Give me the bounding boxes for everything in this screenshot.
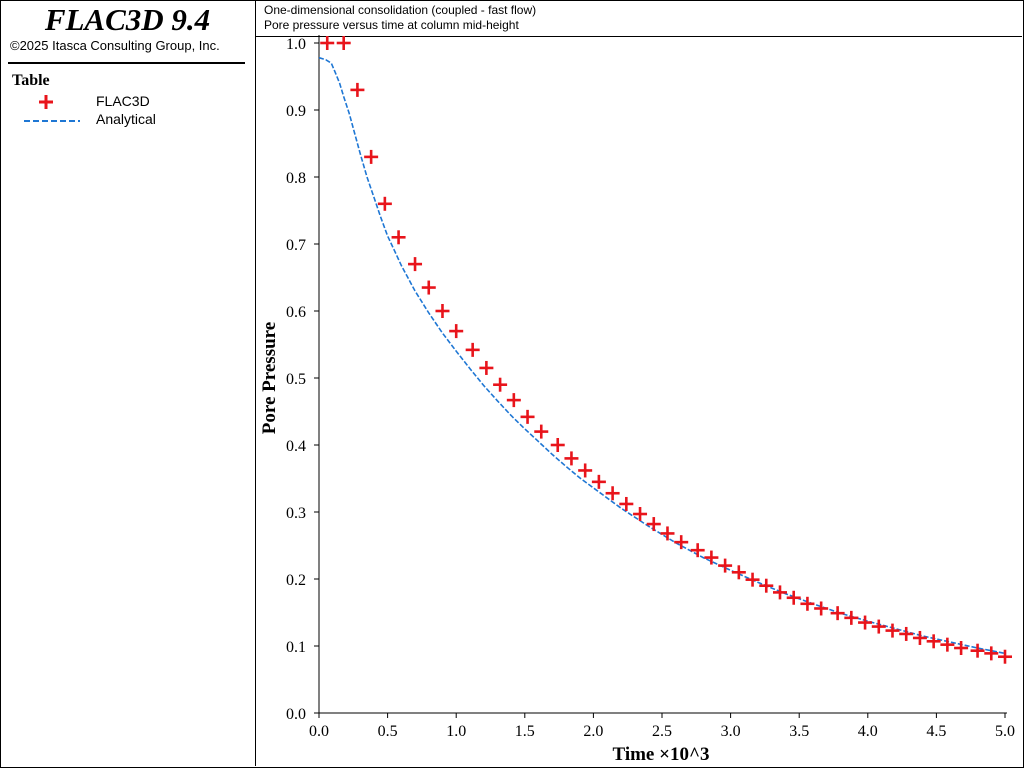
legend-label-analytical: Analytical — [96, 111, 156, 127]
flac3d-data-point — [591, 474, 606, 489]
y-tick-label: 0.0 — [286, 706, 306, 723]
analytical-series-line — [318, 56, 1006, 655]
y-tick-label: 0.1 — [286, 639, 306, 656]
flac3d-data-point — [364, 149, 379, 164]
flac3d-data-point — [940, 637, 955, 652]
flac3d-data-point — [605, 486, 620, 501]
flac3d-data-point — [520, 409, 535, 424]
flac3d-data-point — [674, 535, 689, 550]
y-tick-label: 0.5 — [286, 371, 306, 388]
flac3d-data-point — [885, 623, 900, 638]
flac3d-data-point — [871, 619, 886, 634]
flac3d-data-point — [858, 615, 873, 630]
flac3d-data-point — [435, 304, 450, 318]
flac3d-data-point — [320, 36, 335, 50]
flac3d-data-point — [690, 543, 705, 558]
y-tick-label: 0.6 — [286, 304, 306, 321]
flac3d-data-point — [646, 517, 661, 532]
flac3d-data-point — [800, 596, 815, 611]
flac3d-data-point — [660, 526, 675, 541]
x-axis-title: Time ×10^3 — [613, 744, 710, 765]
x-tick-label: 4.0 — [858, 723, 878, 740]
legend-panel: FLAC3D 9.4 ©2025 Itasca Consulting Group… — [0, 0, 256, 766]
flac3d-data-point — [759, 578, 774, 593]
flac3d-data-point — [984, 646, 999, 661]
flac3d-data-point — [844, 610, 859, 625]
flac3d-data-point — [912, 630, 927, 645]
flac3d-data-point — [377, 196, 392, 211]
y-axis-title: Pore Pressure — [259, 322, 280, 434]
plot-header: One-dimensional consolidation (coupled -… — [256, 0, 1022, 37]
flac3d-data-point — [814, 601, 829, 616]
flac3d-data-point — [493, 377, 508, 392]
y-tick-label: 0.7 — [286, 237, 306, 254]
flac3d-data-point — [350, 82, 365, 97]
flac3d-data-point — [704, 550, 719, 565]
x-tick-label: 0.5 — [378, 723, 398, 740]
flac3d-data-point — [899, 626, 914, 641]
flac3d-data-point — [718, 558, 733, 573]
flac3d-data-point — [970, 643, 985, 658]
x-tick-label: 5.0 — [995, 723, 1015, 740]
x-tick-label: 0.0 — [309, 723, 329, 740]
app-title: FLAC3D 9.4 — [44, 2, 211, 37]
y-tick-label: 0.9 — [286, 103, 306, 120]
legend-label-flac3d: FLAC3D — [96, 93, 150, 109]
plot-header-line-2: Pore pressure versus time at column mid-… — [264, 18, 519, 32]
dashed-line-icon — [24, 120, 80, 122]
x-tick-label: 2.0 — [583, 723, 603, 740]
x-tick-label: 3.5 — [789, 723, 809, 740]
flac3d-data-point — [336, 36, 351, 50]
flac3d-data-point — [479, 360, 494, 375]
flac3d-data-point — [421, 280, 436, 295]
y-tick-label: 0.2 — [286, 572, 306, 589]
legend-title: Table — [12, 72, 50, 89]
copyright-text: ©2025 Itasca Consulting Group, Inc. — [10, 38, 220, 53]
flac3d-data-point — [534, 424, 549, 439]
flac3d-data-point — [772, 585, 787, 600]
flac3d-data-point — [465, 342, 480, 357]
plot-header-line-1: One-dimensional consolidation (coupled -… — [264, 3, 537, 17]
flac3d-data-point — [926, 634, 941, 649]
flac3d-data-point — [550, 438, 565, 452]
flac3d-data-point — [633, 507, 648, 522]
flac3d-data-point — [564, 451, 579, 466]
plus-marker-icon — [39, 95, 53, 109]
flac3d-data-point — [745, 572, 760, 587]
flac3d-data-point — [408, 257, 423, 272]
y-tick-label: 1.0 — [286, 36, 306, 53]
y-tick-label: 0.4 — [286, 438, 306, 455]
x-tick-label: 3.0 — [721, 723, 741, 740]
flac3d-data-point — [449, 324, 464, 339]
x-tick-label: 1.5 — [515, 723, 535, 740]
flac3d-data-point — [998, 649, 1012, 664]
x-tick-label: 4.5 — [926, 723, 946, 740]
legend-divider — [8, 62, 245, 64]
flac3d-data-point — [830, 606, 845, 621]
flac3d-data-point — [506, 393, 521, 408]
flac3d-data-point — [954, 641, 969, 656]
y-tick-label: 0.3 — [286, 505, 306, 522]
flac3d-data-point — [619, 496, 634, 511]
x-tick-label: 2.5 — [652, 723, 672, 740]
flac3d-data-point — [578, 463, 593, 478]
x-tick-label: 1.0 — [446, 723, 466, 740]
flac3d-data-point — [391, 230, 406, 245]
y-tick-label: 0.8 — [286, 170, 306, 187]
flac3d-data-point — [731, 565, 746, 580]
flac3d-data-point — [786, 590, 801, 605]
